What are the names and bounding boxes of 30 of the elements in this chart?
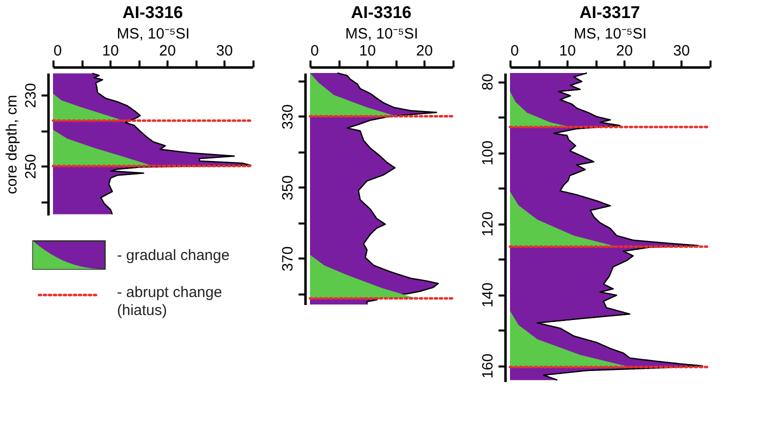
y-tick-label: 160 — [480, 354, 496, 379]
x-tick-label: 10 — [359, 42, 376, 60]
legend-label: - gradual change — [117, 247, 230, 264]
y-axis-title: core depth, cm — [4, 94, 20, 194]
chart-title: AI-3316 — [122, 3, 183, 22]
x-tick-label: 0 — [510, 42, 519, 60]
x-tick-label: 30 — [673, 42, 690, 60]
x-axis-title: MS, 10⁻⁵SI — [574, 26, 647, 42]
x-tick-label: 20 — [616, 42, 633, 60]
y-tick-label: 80 — [480, 74, 496, 90]
y-tick-label: 330 — [280, 104, 296, 130]
x-tick-label: 20 — [159, 42, 176, 60]
y-tick-label: 120 — [480, 212, 496, 237]
x-tick-label: 10 — [559, 42, 576, 60]
x-tick-label: 10 — [102, 42, 119, 60]
chart-title: AI-3317 — [580, 3, 640, 22]
x-tick-label: 30 — [216, 42, 233, 60]
y-tick-label: 140 — [480, 282, 496, 308]
y-tick-label: 350 — [280, 175, 296, 200]
text: - abrupt change (hiatus) — [117, 284, 222, 319]
y-tick-label: 230 — [22, 82, 40, 108]
x-tick-label: 0 — [54, 42, 62, 60]
y-tick-label: 100 — [480, 140, 496, 166]
x-axis-title: MS, 10⁻⁵SI — [345, 26, 418, 42]
y-tick-label: 250 — [22, 154, 40, 180]
x-tick-label: 20 — [416, 42, 433, 60]
x-tick-label: 0 — [310, 42, 319, 60]
x-axis-title: MS, 10⁻⁵SI — [116, 26, 190, 42]
y-tick-label: 370 — [280, 246, 296, 272]
chart-title: AI-3316 — [351, 3, 412, 22]
